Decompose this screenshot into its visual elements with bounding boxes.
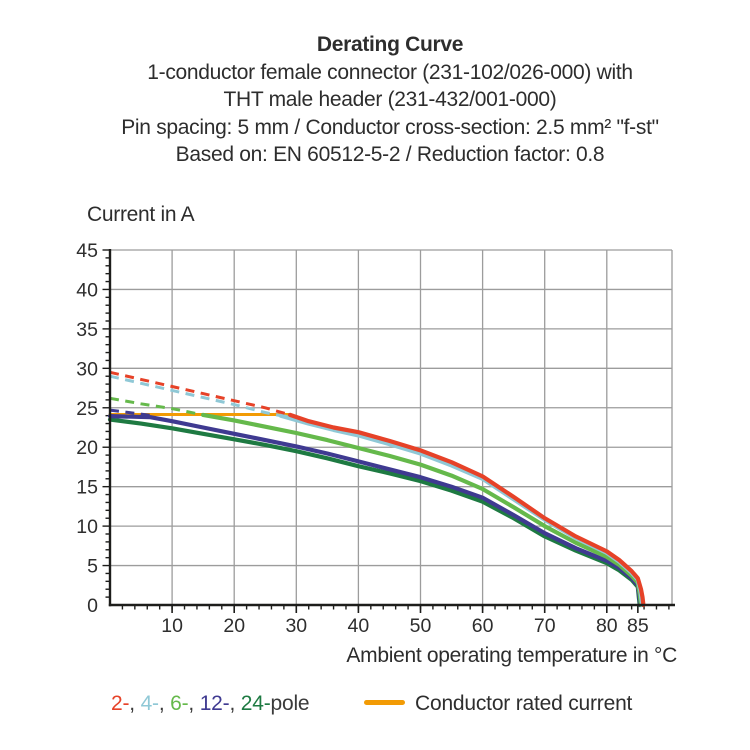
y-tick-label: 45 [76, 240, 98, 262]
x-tick-label: 10 [161, 615, 183, 637]
chart-subtitle-line-3: Pin spacing: 5 mm / Conductor cross-sect… [121, 115, 659, 139]
chart-subtitle-line-2: THT male header (231-432/001-000) [223, 88, 557, 111]
curve-6-pole-solid [201, 412, 644, 608]
legend-item-12-pole: 12- [199, 692, 230, 715]
legend-item-2-pole: 2- [111, 692, 130, 715]
y-tick-label: 15 [76, 477, 98, 499]
legend-separator: , [188, 692, 200, 715]
y-tick-label: 35 [76, 319, 98, 341]
legend-separator: , [158, 692, 171, 715]
legend-pole-suffix: pole [270, 692, 310, 715]
legend-item-4-pole: 4- [140, 692, 159, 715]
y-tick-label: 10 [76, 516, 98, 538]
x-tick-label: 60 [472, 615, 494, 637]
y-tick-label: 20 [76, 437, 98, 459]
x-tick-label: 50 [410, 615, 432, 637]
x-axis-title: Ambient operating temperature in °C [346, 644, 677, 667]
curve-12-pole-solid [107, 414, 643, 608]
x-tick-label: 40 [348, 615, 370, 637]
chart-subtitle-line-1: 1-conductor female connector (231-102/02… [147, 60, 633, 84]
chart-subtitle-line-4: Based on: EN 60512-5-2 / Reduction facto… [175, 143, 605, 166]
curve-4-pole-dashed [109, 374, 282, 418]
x-tick-label: 70 [534, 615, 556, 637]
curve-12-pole-dashed [109, 408, 151, 417]
legend-item-24-pole: 24- [240, 692, 271, 715]
y-tick-label: 30 [76, 358, 98, 380]
legend-separator: , [129, 692, 141, 715]
rated-current-swatch [364, 700, 405, 706]
y-tick-label: 40 [76, 279, 98, 301]
x-tick-label: 30 [285, 615, 307, 637]
x-tick-label: 85 [627, 615, 649, 637]
legend-pole-counts: 2-, 4-, 6-, 12-, 24-pole [111, 692, 310, 716]
y-tick-label: 25 [76, 398, 98, 420]
rated-current-label: Conductor rated current [415, 692, 633, 715]
curve-2-pole-dashed [109, 370, 291, 417]
legend-rated-current: Conductor rated current [364, 692, 632, 716]
curve-6-pole-dashed [109, 396, 204, 417]
legend-item-6-pole: 6- [170, 692, 189, 715]
curve-2-pole-solid [288, 412, 646, 608]
y-axis-title: Current in A [87, 203, 195, 226]
x-tick-label: 80 [596, 615, 618, 637]
y-tick-label: 5 [87, 556, 98, 578]
y-tick-label: 0 [87, 595, 98, 617]
legend-separator: , [229, 692, 241, 715]
title-block: Derating Curve 1-conductor female connec… [30, 31, 750, 169]
x-tick-label: 20 [223, 615, 245, 637]
chart-title: Derating Curve [316, 33, 464, 56]
